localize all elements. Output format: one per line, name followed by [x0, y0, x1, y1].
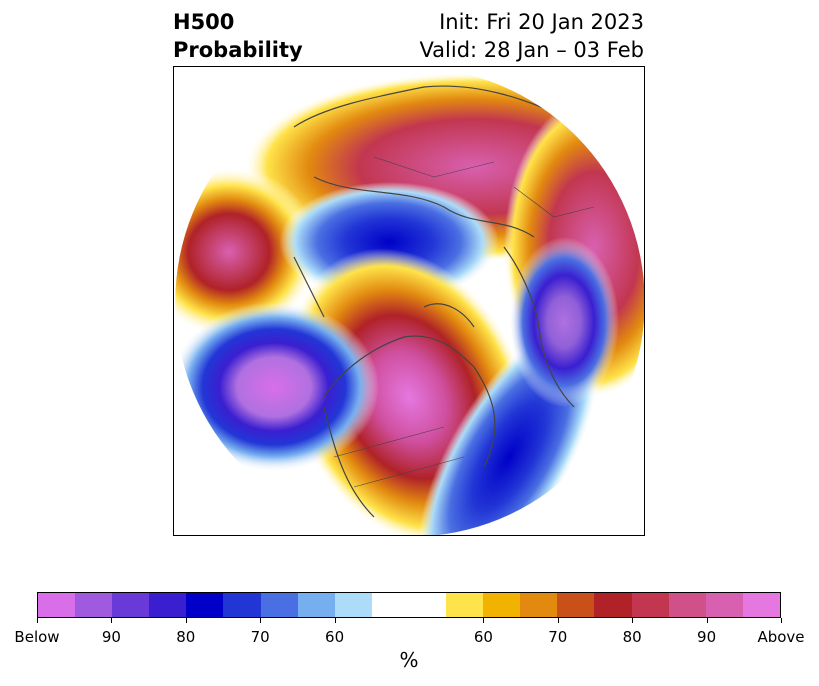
- borders: [333, 156, 595, 488]
- coastlines: [293, 85, 575, 518]
- colorbar-segment: [75, 593, 113, 617]
- colorbar-tick-label: 90: [101, 628, 121, 646]
- colorbar-tick-mark: [781, 618, 782, 623]
- colorbar-tick-mark: [37, 618, 38, 623]
- colorbar-segment: [742, 593, 780, 617]
- colorbar-segment: [297, 593, 335, 617]
- map-panel: [173, 66, 645, 536]
- colorbar-segment: [149, 593, 187, 617]
- colorbar-segment: [408, 593, 447, 617]
- colorbar-segment: [520, 593, 558, 617]
- colorbar-segment: [668, 593, 706, 617]
- colorbar-tick-mark: [483, 618, 485, 623]
- colorbar-tick-mark: [706, 618, 708, 623]
- init-date: Init: Fri 20 Jan 2023: [439, 10, 644, 34]
- valid-dates: Valid: 28 Jan – 03 Feb: [419, 38, 644, 62]
- colorbar-tick-label: 60: [325, 628, 345, 646]
- colorbar-segment: [557, 593, 595, 617]
- colorbar-segment: [594, 593, 632, 617]
- title-subtitle: Probability: [173, 38, 303, 62]
- colorbar-tick-label: Below: [14, 628, 60, 646]
- title-variable: H500: [173, 10, 235, 34]
- colorbar-tick-label: Above: [757, 628, 805, 646]
- colorbar-segment: [446, 593, 484, 617]
- colorbar-tick-mark: [260, 618, 262, 623]
- colorbar-segment: [334, 593, 372, 617]
- colorbar-tick-mark: [111, 618, 113, 623]
- below-anomaly-west-of-canada: [175, 302, 379, 472]
- colorbar-tick-mark: [185, 618, 187, 623]
- colorbar: [37, 592, 781, 618]
- colorbar-tick-mark: [334, 618, 336, 623]
- below-anomaly-europe: [509, 237, 619, 407]
- colorbar-segment: [260, 593, 298, 617]
- colorbar-segment: [631, 593, 669, 617]
- colorbar-segment: [186, 593, 224, 617]
- colorbar-tick-label: 90: [697, 628, 717, 646]
- colorbar-tick-mark: [557, 618, 559, 623]
- chart-title-left: H500 Probability: [173, 8, 303, 64]
- colorbar-segment: [223, 593, 261, 617]
- chart-title-right: Init: Fri 20 Jan 2023 Valid: 28 Jan – 03…: [419, 8, 644, 64]
- colorbar-segment: [371, 593, 409, 617]
- colorbar-tick-mark: [632, 618, 634, 623]
- colorbar-unit-label: %: [399, 648, 419, 672]
- colorbar-tick-label: 70: [250, 628, 270, 646]
- colorbar-tick-label: 80: [176, 628, 196, 646]
- colorbar-segment: [483, 593, 521, 617]
- colorbar-segment: [112, 593, 150, 617]
- probability-map: [174, 67, 644, 535]
- colorbar-segment: [38, 593, 76, 617]
- colorbar-segment: [705, 593, 743, 617]
- colorbar-tick-label: 60: [473, 628, 493, 646]
- colorbar-tick-label: 70: [548, 628, 568, 646]
- colorbar-tick-label: 80: [622, 628, 642, 646]
